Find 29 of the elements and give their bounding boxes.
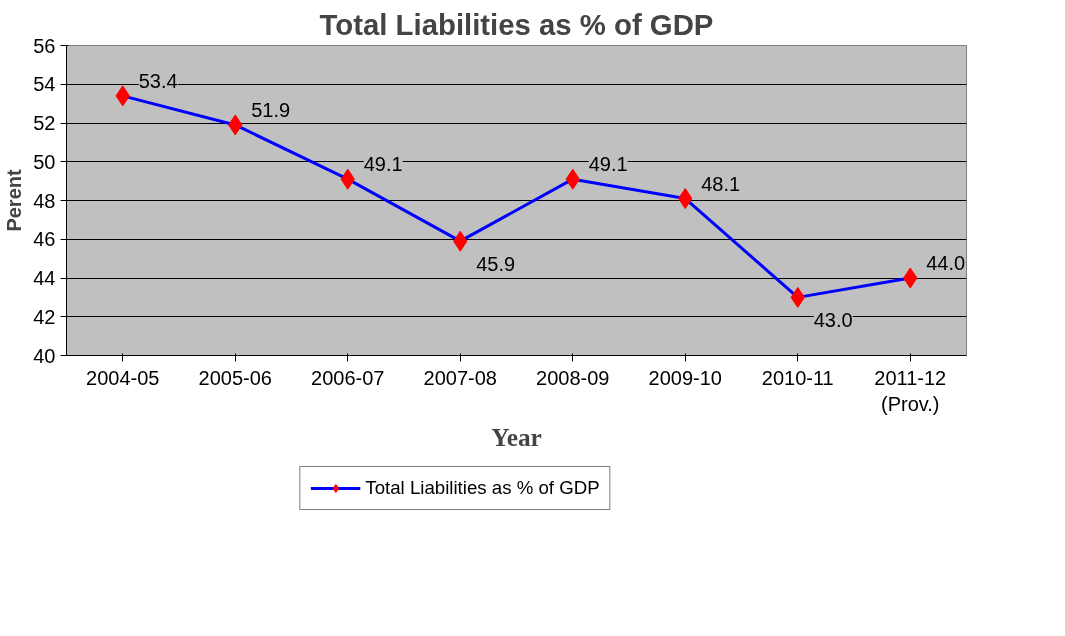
y-tick-label: 48 <box>33 189 56 212</box>
y-tick-label: 40 <box>33 344 56 367</box>
y-tick-label: 52 <box>33 112 56 134</box>
chart-title: Total Liabilities as % of GDP <box>319 7 714 41</box>
data-label: 48.1 <box>701 172 741 195</box>
x-tick-label: 2006-07 <box>311 366 385 389</box>
x-tick-label: 2007-08 <box>423 366 497 389</box>
data-label: 43.0 <box>813 309 853 332</box>
y-tick-label: 54 <box>33 73 56 96</box>
x-tick-label: 2009-10 <box>648 366 722 389</box>
x-axis-title: Year <box>491 422 542 451</box>
x-tick-label: 2008-09 <box>536 366 610 389</box>
x-tick-label: 2005-06 <box>198 366 272 389</box>
x-tick-label: 2010-11 <box>761 366 834 389</box>
y-tick-label: 42 <box>33 305 56 328</box>
y-tick-label: 56 <box>33 34 56 57</box>
x-tick-label: 2004-05 <box>86 366 160 389</box>
y-axis-title: Perent <box>3 169 26 232</box>
x-tick-label: 2011-12 (Prov.) <box>874 366 947 415</box>
y-tick-label: 46 <box>33 228 56 251</box>
data-label: 53.4 <box>138 69 178 92</box>
data-label: 44.0 <box>926 252 966 274</box>
data-label: 51.9 <box>251 98 291 121</box>
data-label: 45.9 <box>476 253 516 276</box>
data-label: 49.1 <box>363 153 403 176</box>
legend-label: Total Liabilities as % of GDP <box>365 477 600 499</box>
y-tick-label: 44 <box>33 267 56 289</box>
data-label: 49.1 <box>588 153 628 176</box>
y-tick-label: 50 <box>33 150 56 173</box>
